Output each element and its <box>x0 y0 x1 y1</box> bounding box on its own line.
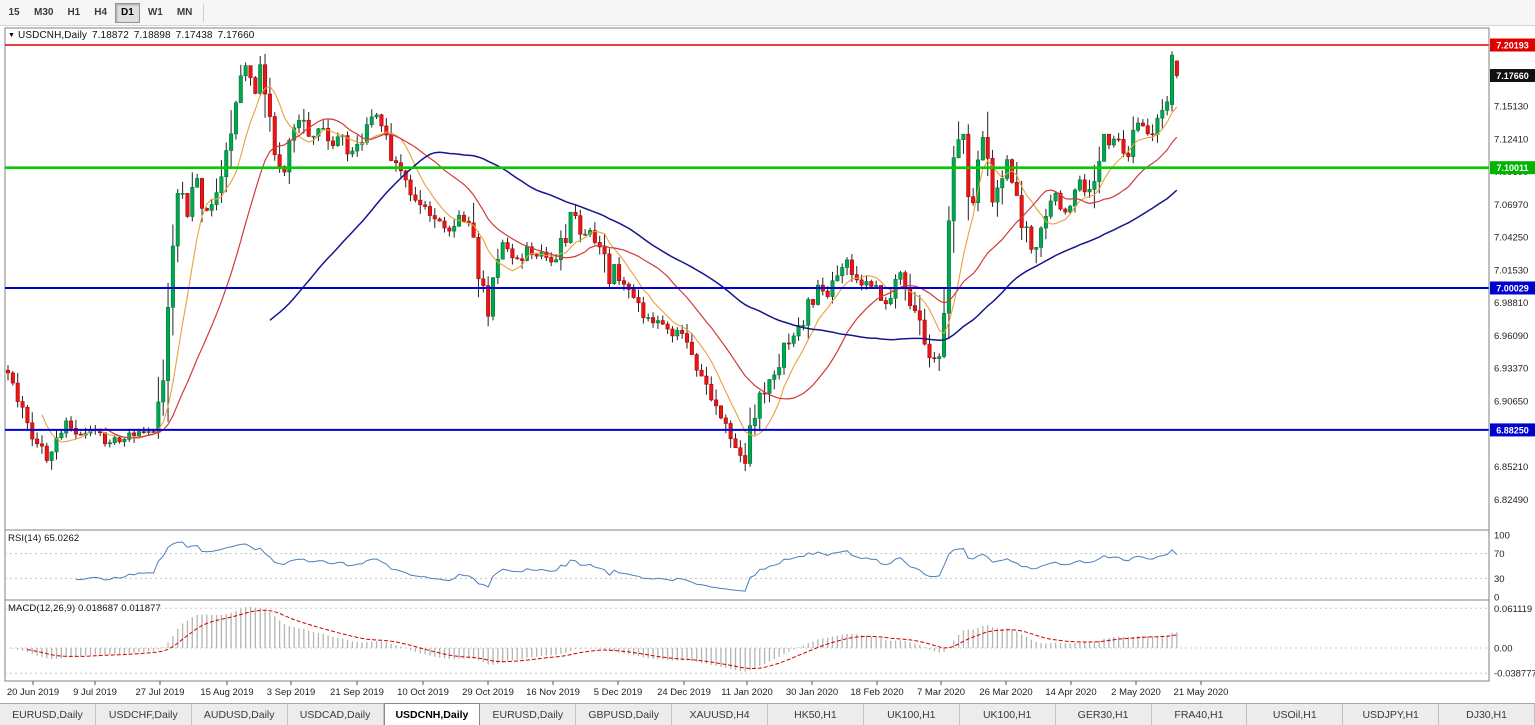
svg-text:7.01530: 7.01530 <box>1494 265 1528 276</box>
macd-histogram <box>12 606 1178 672</box>
svg-text:26 Mar 2020: 26 Mar 2020 <box>979 687 1032 698</box>
collapse-triangle-icon[interactable]: ▼ <box>8 32 16 39</box>
svg-text:21 Sep 2019: 21 Sep 2019 <box>330 687 384 698</box>
svg-text:2 May 2020: 2 May 2020 <box>1111 687 1161 698</box>
rsi-indicator-label: RSI(14) 65.0262 <box>8 533 80 544</box>
timeframe-button-H1[interactable]: H1 <box>67 6 81 18</box>
svg-text:20 Jun 2019: 20 Jun 2019 <box>7 687 59 698</box>
svg-text:70: 70 <box>1494 549 1505 560</box>
indicator-levels <box>5 553 1489 674</box>
svg-text:7.15130: 7.15130 <box>1494 102 1528 113</box>
svg-text:3 Sep 2019: 3 Sep 2019 <box>267 687 316 698</box>
svg-text:0.061119: 0.061119 <box>1494 604 1532 615</box>
symbol-tab-USDCNH-Daily[interactable]: USDCNH,Daily <box>383 703 481 725</box>
price-badge-7.17660 <box>1490 69 1535 83</box>
svg-text:29 Oct 2019: 29 Oct 2019 <box>462 687 514 698</box>
svg-text:15 Aug 2019: 15 Aug 2019 <box>200 687 253 698</box>
ohlc-info: ▼ USDCNH,Daily 7.18872 7.18898 7.17438 7.1766… <box>8 30 259 41</box>
svg-text:7 Mar 2020: 7 Mar 2020 <box>917 687 965 698</box>
time-axis: 20 Jun 2019 9 Jul 2019 27 Jul 2019 15 Aug 2… <box>7 681 1229 698</box>
svg-text:-0.038777: -0.038777 <box>1494 669 1535 680</box>
symbol-tab-USDJPY-H1[interactable]: USDJPY,H1 <box>1343 704 1440 725</box>
timeframe-button-M30[interactable]: M30 <box>34 6 54 18</box>
svg-text:9 Jul 2019: 9 Jul 2019 <box>73 687 117 698</box>
timeframe-button-D1[interactable]: D1 <box>115 2 140 23</box>
symbol-tab-DJ30-H1[interactable]: DJ30,H1 <box>1439 704 1535 725</box>
svg-text:11 Jan 2020: 11 Jan 2020 <box>721 687 773 698</box>
svg-text:14 Apr 2020: 14 Apr 2020 <box>1045 687 1096 698</box>
svg-text:5 Dec 2019: 5 Dec 2019 <box>594 687 643 698</box>
svg-text:7.12410: 7.12410 <box>1494 134 1528 145</box>
price-badge-7.10011 <box>1490 161 1535 175</box>
ohlc-low: 7.17438 <box>175 30 213 41</box>
symbol-tab-HK50-H1[interactable]: HK50,H1 <box>768 704 864 725</box>
svg-text:6.93370: 6.93370 <box>1494 364 1528 375</box>
symbol-tab-AUDUSD-Daily[interactable]: AUDUSD,Daily <box>191 704 288 725</box>
svg-text:6.88250: 6.88250 <box>1496 425 1529 435</box>
price-badges: 7.20193 7.17660 7.10011 7.00029 6.88250 <box>1490 38 1535 437</box>
timeframe-button-MN[interactable]: MN <box>176 6 193 18</box>
symbol-tab-bar: EURUSD,Daily USDCHF,Daily AUDUSD,Daily USDC… <box>0 703 1535 725</box>
svg-text:27 Jul 2019: 27 Jul 2019 <box>135 687 184 698</box>
chart-frame <box>4 27 1490 682</box>
svg-text:10 Oct 2019: 10 Oct 2019 <box>397 687 449 698</box>
timeframe-button-15[interactable]: 15 <box>8 6 20 18</box>
svg-text:0.00: 0.00 <box>1494 644 1513 655</box>
ohlc-symbol: USDCNH,Daily <box>18 30 88 41</box>
symbol-tab-GBPUSD-Daily[interactable]: GBPUSD,Daily <box>576 704 673 725</box>
svg-text:16 Nov 2019: 16 Nov 2019 <box>526 687 580 698</box>
symbol-tab-EURUSD-Daily[interactable]: EURUSD,Daily <box>0 704 96 725</box>
svg-text:21 May 2020: 21 May 2020 <box>1174 687 1229 698</box>
svg-text:100: 100 <box>1494 531 1510 542</box>
ohlc-high: 7.18898 <box>133 30 171 41</box>
svg-text:7.00029: 7.00029 <box>1496 283 1529 293</box>
price-badge-7.20193 <box>1490 38 1535 52</box>
price-badge-7.00029 <box>1490 281 1535 295</box>
svg-text:6.85210: 6.85210 <box>1494 462 1528 473</box>
symbol-tab-USDCHF-Daily[interactable]: USDCHF,Daily <box>95 704 192 725</box>
svg-text:6.90650: 6.90650 <box>1494 396 1528 407</box>
symbol-tab-USOil-H1[interactable]: USOil,H1 <box>1247 704 1344 725</box>
svg-text:30: 30 <box>1494 574 1505 585</box>
svg-text:30 Jan 2020: 30 Jan 2020 <box>786 687 838 698</box>
macd-signal <box>27 609 1177 670</box>
svg-text:6.82490: 6.82490 <box>1494 495 1528 506</box>
horizontal-lines <box>5 44 1489 431</box>
timeframe-button-H4[interactable]: H4 <box>94 6 108 18</box>
svg-text:6.98810: 6.98810 <box>1494 298 1528 309</box>
toolbar-separator <box>203 3 205 22</box>
symbol-tab-GER30-H1[interactable]: GER30,H1 <box>1055 704 1152 725</box>
price-badge-6.88250 <box>1490 423 1535 437</box>
macd-indicator-label: MACD(12,26,9) 0.018687 0.011877 <box>8 603 161 614</box>
svg-text:24 Dec 2019: 24 Dec 2019 <box>657 687 711 698</box>
rsi-plot <box>75 541 1178 592</box>
svg-text:7.04250: 7.04250 <box>1494 233 1528 244</box>
symbol-tab-UK100-H1[interactable]: UK100,H1 <box>863 704 960 725</box>
timeframe-toolbar: 15 M30 H1 H4 D1 W1 MN <box>0 0 1535 26</box>
price-axis: 7.151307.124107.096907.069707.042507.015… <box>1488 28 1535 681</box>
svg-text:7.10011: 7.10011 <box>1496 163 1528 173</box>
svg-text:18 Feb 2020: 18 Feb 2020 <box>850 687 903 698</box>
ohlc-close: 7.17660 <box>217 30 255 41</box>
symbol-tab-XAUUSD-H4[interactable]: XAUUSD,H4 <box>672 704 768 725</box>
svg-text:6.96090: 6.96090 <box>1494 331 1528 342</box>
svg-text:7.17660: 7.17660 <box>1496 71 1529 81</box>
ohlc-open: 7.18872 <box>92 30 129 41</box>
symbol-tab-USDCAD-Daily[interactable]: USDCAD,Daily <box>287 704 384 725</box>
svg-text:0: 0 <box>1494 593 1499 604</box>
svg-text:7.20193: 7.20193 <box>1496 41 1529 51</box>
symbol-tab-FRA40-H1[interactable]: FRA40,H1 <box>1151 704 1248 725</box>
timeframe-button-W1[interactable]: W1 <box>147 6 163 18</box>
symbol-tab-UK100-H1[interactable]: UK100,H1 <box>959 704 1056 725</box>
svg-text:7.06970: 7.06970 <box>1494 200 1528 211</box>
symbol-tab-EURUSD-Daily[interactable]: EURUSD,Daily <box>480 704 577 725</box>
